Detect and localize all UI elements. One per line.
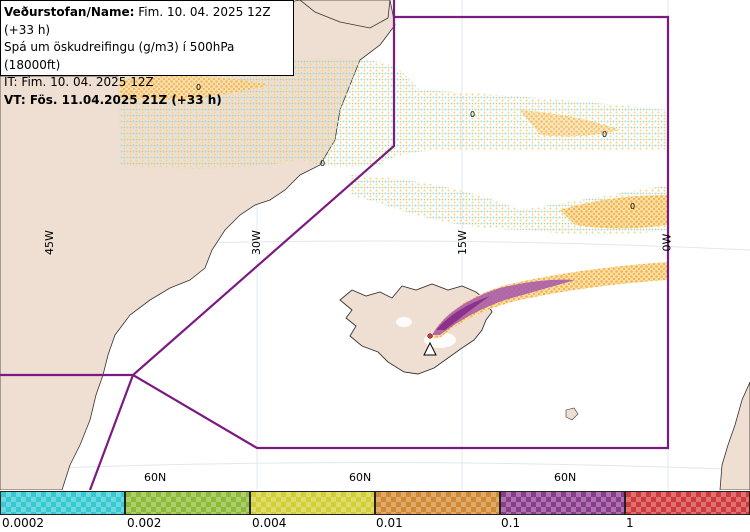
norway-land (719, 381, 750, 490)
svg-text:0: 0 (630, 202, 635, 211)
forecast-description-line: Spá um öskudreifingu (g/m3) í 500hPa (18… (4, 40, 235, 72)
legend-tick: 0.0002 (2, 516, 44, 530)
legend-tick: 0.1 (501, 516, 521, 530)
iceland-land (339, 283, 493, 375)
svg-text:0: 0 (602, 130, 607, 139)
latitude-label-60n: 60N (554, 471, 577, 484)
svg-text:0: 0 (196, 83, 201, 92)
longitude-label-30w: 30W (249, 230, 263, 255)
glacier (396, 317, 412, 327)
legend-swatch-green (125, 491, 250, 515)
valid-time-line: VT: Fös. 11.04.2025 21Z (+33 h) (4, 92, 222, 107)
issue-time-line: IT: Fim. 10. 04. 2025 12Z (4, 75, 154, 89)
forecast-info-box: Veðurstofan/Name: Fim. 10. 04. 2025 12Z … (0, 0, 294, 107)
ash-cloud-middle (350, 175, 668, 235)
legend-swatch-red (625, 491, 750, 515)
northern-land (299, 0, 391, 29)
faroe-islands (565, 407, 579, 421)
svg-text:0: 0 (470, 110, 475, 119)
map-canvas: 0 0 0 0 0 (0, 0, 750, 490)
volcano-marker-icon[interactable] (423, 333, 437, 356)
concentration-legend: 0.0002 0.002 0.004 0.01 0.1 1 (0, 491, 750, 532)
ash-plume-volcano (430, 262, 668, 338)
legend-tick: 0.01 (376, 516, 403, 530)
latitude-label-60n: 60N (144, 471, 167, 484)
legend-swatch-purple (500, 491, 625, 515)
legend-swatch-cyan (0, 491, 125, 515)
advisory-boundary (0, 0, 670, 490)
longitude-label-15w: 15W (455, 230, 469, 255)
zero-contour-labels: 0 0 0 0 0 (196, 83, 635, 211)
legend-tick: 0.004 (252, 516, 287, 530)
legend-tick: 0.002 (127, 516, 162, 530)
legend-swatch-yellow (250, 491, 375, 515)
forecast-name-line: Veðurstofan/Name: Fim. 10. 04. 2025 12Z … (4, 5, 271, 37)
longitude-label-0w: 0W (660, 233, 674, 252)
legend-tick: 1 (626, 516, 634, 530)
legend-swatch-orange (375, 491, 500, 515)
longitude-label-45w: 45W (42, 230, 56, 255)
svg-text:0: 0 (320, 159, 325, 168)
latitude-label-60n: 60N (349, 471, 372, 484)
